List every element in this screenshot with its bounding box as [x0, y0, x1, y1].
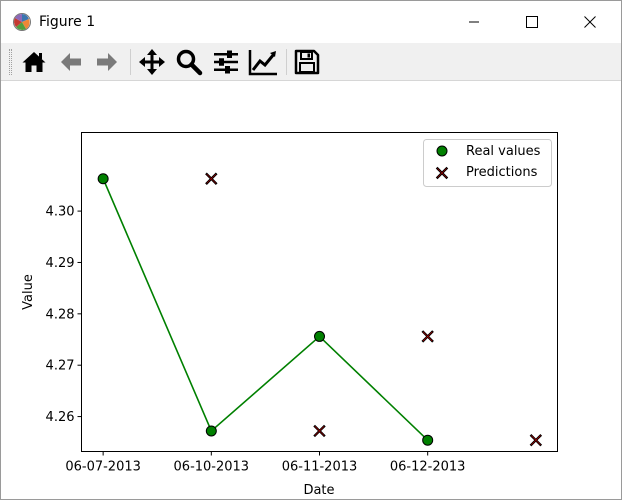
prediction-point — [205, 172, 218, 185]
back-button[interactable] — [55, 47, 87, 77]
title-bar[interactable]: Figure 1 — [1, 1, 621, 43]
real-value-point — [97, 173, 109, 185]
figure-canvas[interactable]: 4.26 4.27 4.28 4.29 4.30 06-07-2013 06-10-2013… — [1, 82, 621, 499]
minimize-icon — [469, 21, 479, 23]
edit-axis-button[interactable] — [247, 47, 279, 77]
series-layer — [97, 172, 543, 447]
home-icon — [22, 52, 46, 72]
matplotlib-icon — [13, 13, 31, 31]
pan-icon — [139, 49, 165, 75]
real-value-point — [422, 434, 434, 446]
edit-axis-icon — [248, 50, 277, 76]
real-value-point — [205, 425, 217, 437]
close-button[interactable] — [561, 1, 619, 43]
y-axis-label: Value — [21, 274, 36, 310]
x-tick-label: 06-11-2013 — [282, 460, 358, 475]
navigation-toolbar — [1, 43, 621, 81]
legend: Real values Predictions — [423, 139, 552, 187]
subplots-button[interactable] — [210, 47, 242, 77]
zoom-button[interactable] — [173, 47, 205, 77]
maximize-button[interactable] — [503, 1, 561, 43]
x-tick-label: 06-07-2013 — [65, 460, 141, 475]
forward-button[interactable] — [91, 47, 123, 77]
y-tick-label: 4.28 — [46, 307, 75, 322]
y-tick-label: 4.26 — [46, 410, 75, 425]
minimize-button[interactable] — [445, 1, 503, 43]
save-icon — [294, 49, 320, 75]
legend-predictions-marker — [435, 166, 449, 180]
y-tick-label: 4.27 — [46, 359, 75, 374]
toolbar-grip[interactable] — [9, 49, 12, 75]
maximize-icon — [526, 16, 538, 28]
toolbar-separator — [130, 49, 131, 75]
close-icon — [584, 16, 596, 28]
save-button[interactable] — [291, 47, 323, 77]
legend-real-values-label: Real values — [466, 144, 541, 159]
toolbar-separator — [286, 49, 287, 75]
axes-layer: 4.26 4.27 4.28 4.29 4.30 06-07-2013 06-10-2013… — [46, 205, 466, 475]
x-tick-label: 06-12-2013 — [390, 460, 466, 475]
back-arrow-icon — [61, 53, 81, 71]
legend-box — [423, 139, 552, 187]
y-tick-label: 4.30 — [46, 205, 75, 220]
prediction-point — [313, 424, 326, 438]
prediction-point — [421, 330, 434, 343]
window-title: Figure 1 — [39, 14, 96, 30]
forward-arrow-icon — [97, 53, 117, 71]
legend-real-values-marker — [436, 145, 448, 157]
prediction-point — [529, 433, 543, 447]
x-axis-label: Date — [303, 483, 334, 498]
chart: 4.26 4.27 4.28 4.29 4.30 06-07-2013 06-10-2013… — [21, 132, 558, 498]
zoom-icon — [176, 49, 203, 76]
series-line-real-values — [102, 178, 429, 441]
legend-predictions-label: Predictions — [466, 165, 538, 180]
home-button[interactable] — [18, 47, 50, 77]
subplots-config-icon — [214, 50, 238, 74]
pan-button[interactable] — [136, 47, 168, 77]
y-tick-label: 4.29 — [46, 256, 75, 271]
x-tick-label: 06-10-2013 — [174, 460, 250, 475]
real-value-point — [314, 330, 325, 342]
